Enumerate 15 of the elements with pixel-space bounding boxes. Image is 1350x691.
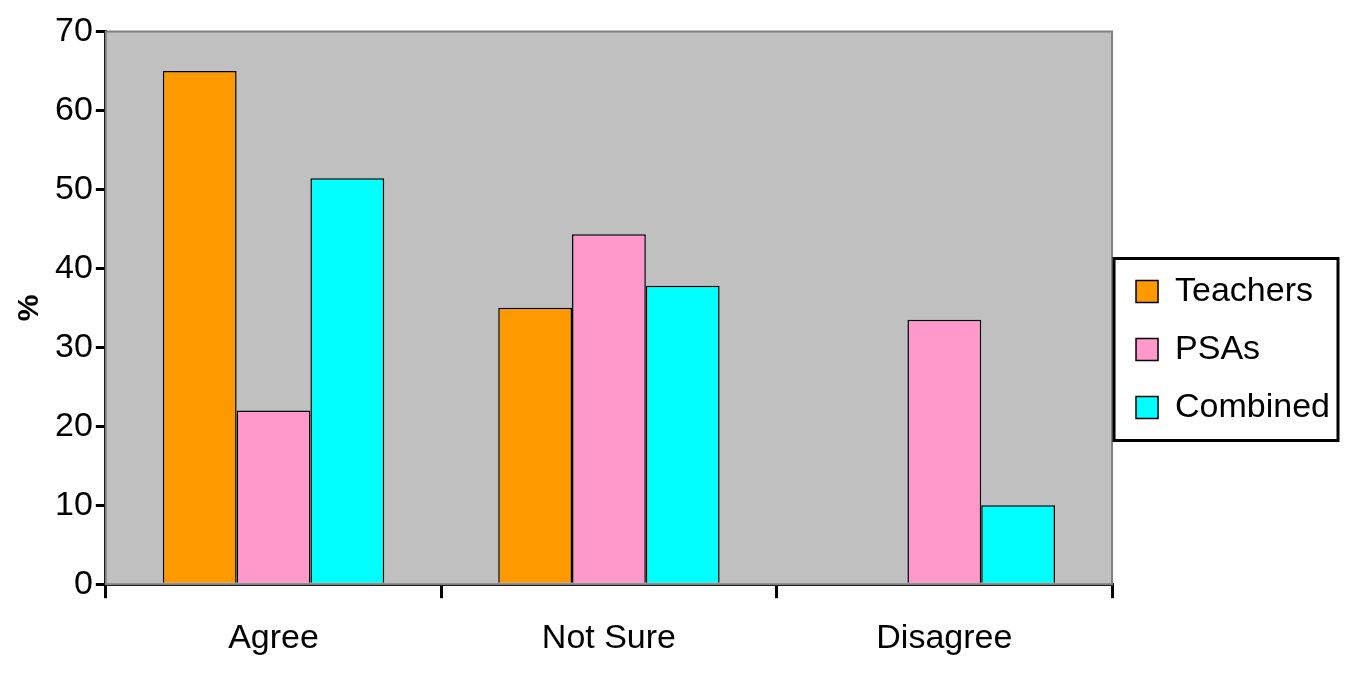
y-tick-label: 70 xyxy=(54,9,93,48)
legend-label: PSAs xyxy=(1175,327,1261,366)
y-tick-label: 60 xyxy=(54,88,93,127)
y-tick-label: 30 xyxy=(54,325,93,364)
legend-label: Teachers xyxy=(1175,269,1313,308)
y-tick-label: 10 xyxy=(54,483,93,522)
x-tick-label: Agree xyxy=(228,616,319,655)
y-tick-label: 40 xyxy=(54,246,93,285)
y-tick-label: 20 xyxy=(54,404,93,443)
y-axis-title: % xyxy=(11,294,45,322)
y-tick-label: 0 xyxy=(73,562,93,601)
legend-label: Combined xyxy=(1175,385,1331,424)
x-tick-label: Disagree xyxy=(876,616,1013,655)
x-tick-label: Not Sure xyxy=(541,616,677,655)
y-tick-label: 50 xyxy=(54,167,93,206)
